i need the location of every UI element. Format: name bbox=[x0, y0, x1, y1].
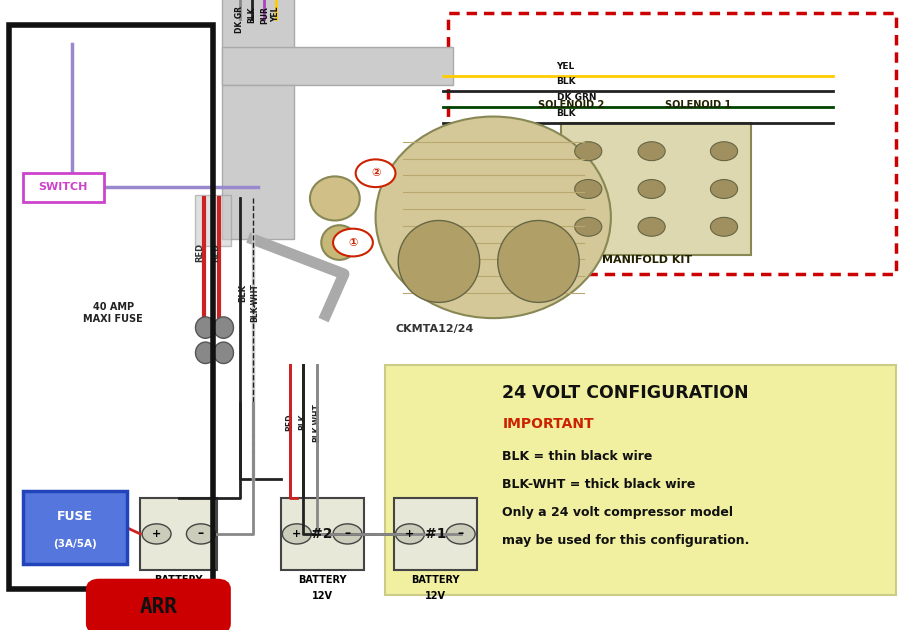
FancyBboxPatch shape bbox=[104, 590, 213, 625]
Text: SOLENOID 2: SOLENOID 2 bbox=[538, 100, 605, 110]
Circle shape bbox=[638, 180, 665, 198]
Text: +: + bbox=[292, 529, 301, 539]
Text: (3A/5A): (3A/5A) bbox=[52, 539, 97, 549]
Circle shape bbox=[142, 524, 171, 544]
Bar bbox=[394, 498, 477, 570]
Circle shape bbox=[575, 142, 602, 161]
Ellipse shape bbox=[195, 317, 215, 338]
Ellipse shape bbox=[214, 317, 233, 338]
Text: BLK: BLK bbox=[238, 284, 247, 302]
Text: BLK-WHT: BLK-WHT bbox=[312, 403, 321, 442]
Text: BATTERY: BATTERY bbox=[155, 575, 203, 585]
Circle shape bbox=[638, 142, 665, 161]
Bar bbox=[195, 195, 231, 246]
Circle shape bbox=[710, 142, 738, 161]
Text: ②: ② bbox=[371, 168, 380, 178]
Text: BLK = thin black wire: BLK = thin black wire bbox=[502, 450, 653, 464]
Bar bbox=[281, 498, 364, 570]
Text: BLK: BLK bbox=[299, 414, 308, 430]
Bar bbox=[222, 85, 294, 239]
Text: FUSE: FUSE bbox=[57, 510, 92, 524]
Text: DK GRN: DK GRN bbox=[557, 93, 596, 102]
Text: 12V: 12V bbox=[424, 591, 446, 601]
Text: BLK-WHT = thick black wire: BLK-WHT = thick black wire bbox=[502, 478, 696, 491]
Circle shape bbox=[710, 180, 738, 198]
Circle shape bbox=[282, 524, 311, 544]
Bar bbox=[23, 173, 104, 202]
Circle shape bbox=[356, 159, 395, 187]
Text: 12V: 12V bbox=[311, 591, 333, 601]
Text: YEL: YEL bbox=[557, 62, 575, 71]
Text: ①: ① bbox=[348, 238, 357, 248]
Ellipse shape bbox=[310, 176, 360, 220]
Text: #2: #2 bbox=[311, 527, 333, 541]
Ellipse shape bbox=[376, 117, 611, 318]
Text: SWITCH: SWITCH bbox=[39, 183, 88, 192]
Ellipse shape bbox=[321, 225, 357, 260]
Circle shape bbox=[710, 217, 738, 236]
Text: may be used for this configuration.: may be used for this configuration. bbox=[502, 534, 749, 547]
Text: +: + bbox=[405, 529, 414, 539]
Circle shape bbox=[395, 524, 424, 544]
Ellipse shape bbox=[195, 342, 215, 364]
Bar bbox=[140, 498, 217, 570]
Text: RED: RED bbox=[195, 243, 205, 261]
Bar bbox=[23, 491, 127, 564]
Text: YEL: YEL bbox=[272, 6, 281, 22]
Text: 24 VOLT CONFIGURATION: 24 VOLT CONFIGURATION bbox=[502, 384, 749, 403]
Circle shape bbox=[575, 180, 602, 198]
Circle shape bbox=[575, 217, 602, 236]
Text: #1: #1 bbox=[424, 527, 446, 541]
Ellipse shape bbox=[398, 220, 480, 302]
Text: –: – bbox=[458, 527, 463, 541]
Bar bbox=[9, 25, 213, 589]
Text: CKMTA12/24: CKMTA12/24 bbox=[395, 324, 473, 335]
Ellipse shape bbox=[498, 220, 579, 302]
Bar bbox=[222, 47, 452, 85]
Text: 40 AMP
MAXI FUSE: 40 AMP MAXI FUSE bbox=[83, 302, 143, 324]
Circle shape bbox=[333, 524, 362, 544]
Text: +: + bbox=[152, 529, 161, 539]
Text: 12V: 12V bbox=[168, 591, 189, 601]
Text: DK GR: DK GR bbox=[235, 6, 244, 33]
Text: –: – bbox=[345, 527, 350, 541]
Text: RED: RED bbox=[285, 413, 294, 431]
Circle shape bbox=[333, 229, 373, 256]
Circle shape bbox=[446, 524, 475, 544]
Text: BATTERY: BATTERY bbox=[298, 575, 347, 585]
Text: BATTERY: BATTERY bbox=[411, 575, 460, 585]
Text: IMPORTANT: IMPORTANT bbox=[502, 417, 594, 431]
FancyBboxPatch shape bbox=[89, 581, 228, 630]
Bar bbox=[448, 13, 896, 274]
Text: MANIFOLD KIT: MANIFOLD KIT bbox=[602, 255, 692, 265]
Text: BLK: BLK bbox=[247, 6, 256, 23]
Text: RED: RED bbox=[211, 243, 220, 261]
Text: PUR: PUR bbox=[260, 6, 269, 24]
Text: –: – bbox=[198, 527, 204, 541]
Text: BLK-WHT: BLK-WHT bbox=[251, 283, 260, 322]
Text: BLK: BLK bbox=[557, 109, 576, 118]
Text: ARR: ARR bbox=[139, 597, 177, 617]
Bar bbox=[222, 0, 294, 85]
Text: BLK: BLK bbox=[557, 77, 576, 86]
Bar bbox=[561, 123, 751, 255]
Text: Only a 24 volt compressor model: Only a 24 volt compressor model bbox=[502, 506, 733, 519]
Circle shape bbox=[638, 217, 665, 236]
Ellipse shape bbox=[214, 342, 233, 364]
Bar bbox=[385, 365, 896, 595]
Circle shape bbox=[186, 524, 215, 544]
Text: SOLENOID 1: SOLENOID 1 bbox=[665, 100, 731, 110]
